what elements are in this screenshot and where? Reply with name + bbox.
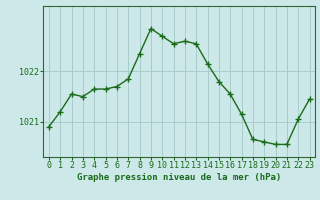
X-axis label: Graphe pression niveau de la mer (hPa): Graphe pression niveau de la mer (hPa) xyxy=(77,173,281,182)
